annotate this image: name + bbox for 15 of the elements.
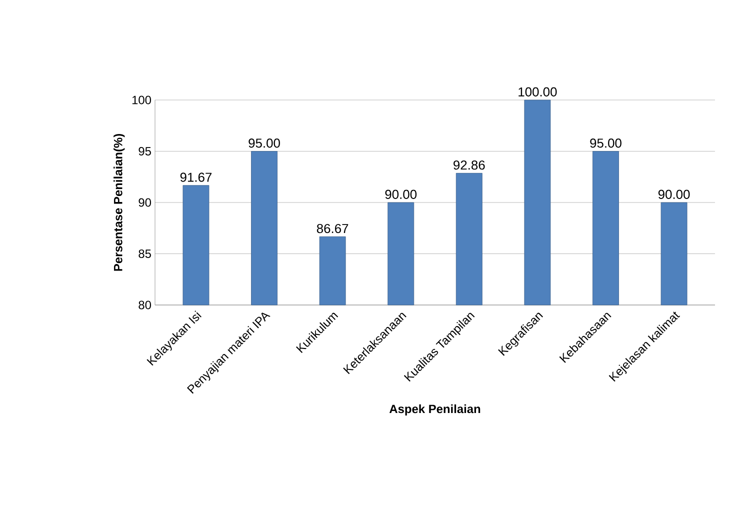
data-label: 91.67 (180, 172, 212, 182)
y-axis-title: Persentase Penilaian(%) (114, 134, 125, 271)
x-axis-title: Aspek Penilaian (389, 404, 480, 416)
y-tick-label: 90 (138, 198, 152, 207)
data-label: 92.86 (454, 160, 485, 170)
y-tick-label: 95 (138, 147, 151, 156)
y-tick-label: 100 (132, 96, 152, 104)
data-label: 95.00 (248, 138, 280, 148)
y-tick-label: 80 (138, 300, 152, 310)
data-label: 90.00 (385, 190, 417, 199)
data-label: 95.00 (590, 138, 622, 148)
y-tick-label: 85 (138, 250, 151, 258)
data-label: 86.67 (316, 224, 348, 234)
data-label: 100.00 (518, 87, 557, 96)
data-label: 90.00 (658, 190, 690, 199)
